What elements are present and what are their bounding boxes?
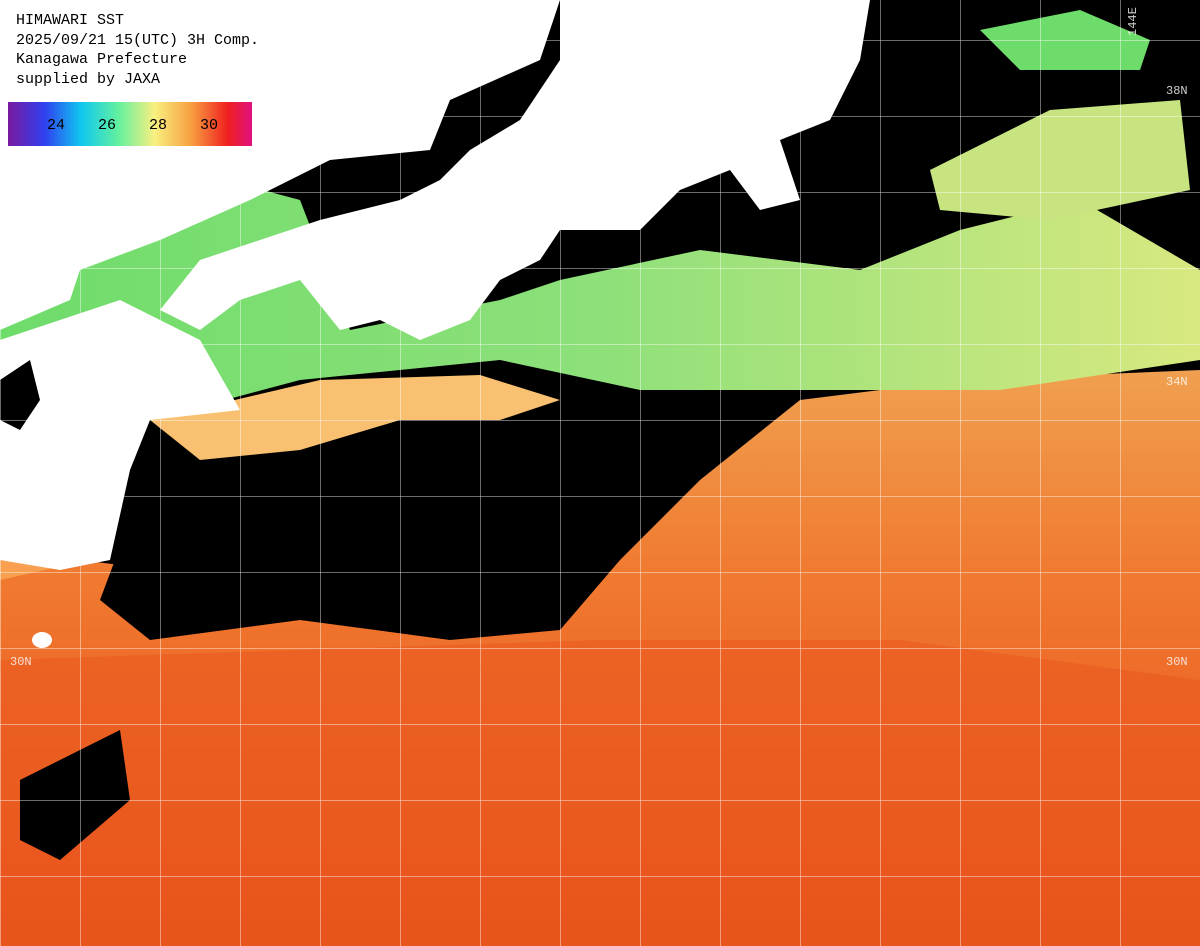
grid-label: 144E [1126,7,1140,36]
header-line: supplied by JAXA [16,71,160,88]
colorbar-label: 28 [149,117,167,134]
grid-label: 136E [486,1,500,30]
header-line: Kanagawa Prefecture [16,51,187,68]
colorbar [8,102,252,146]
grid-label: 30N [1166,655,1188,669]
colorbar-label: 24 [47,117,65,134]
colorbar-ticks: 24 26 28 30 [47,117,218,134]
header-box [5,5,351,93]
grid-label: 34N [1166,375,1188,389]
colorbar-label: 30 [200,117,218,134]
grid-label: 30N [10,655,32,669]
header-line: HIMAWARI SST [16,12,124,29]
grid-label: 38N [1166,84,1188,98]
colorbar-label: 26 [98,117,116,134]
header-line: 2025/09/21 15(UTC) 3H Comp. [16,32,259,49]
